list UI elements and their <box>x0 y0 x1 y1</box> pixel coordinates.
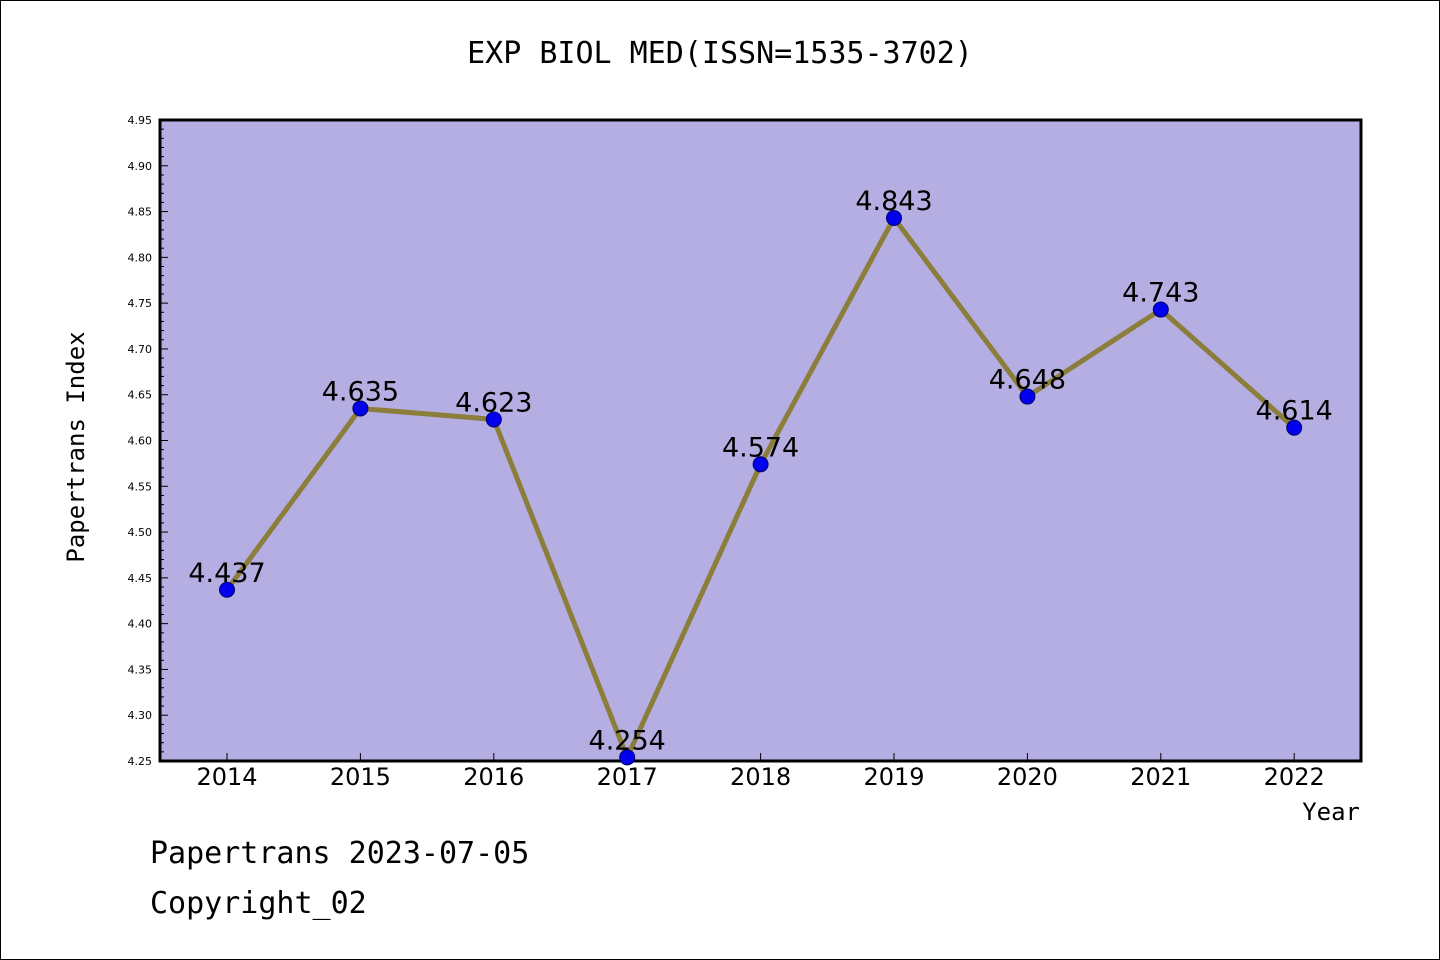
chart-title: EXP BIOL MED(ISSN=1535-3702) <box>467 36 973 71</box>
y-tick-label: 4.50 <box>128 526 153 539</box>
data-label: 4.574 <box>722 432 799 463</box>
data-labels: 4.437 4.635 4.623 4.254 4.574 4.843 4.648 4.743… <box>188 186 1332 756</box>
series-markers <box>219 209 1303 766</box>
data-point <box>219 581 235 598</box>
data-point <box>619 749 636 766</box>
y-tick-label: 4.85 <box>128 206 153 219</box>
y-tick-label: 4.35 <box>128 663 153 676</box>
x-axis: 2014 2015 2016 2017 2018 2019 2020 2021 2022 <box>196 753 1325 791</box>
y-tick-label: 4.75 <box>128 297 153 310</box>
footer-copyright: Copyright_02 <box>150 886 367 921</box>
data-label: 4.648 <box>989 365 1066 396</box>
x-tick-label: 2018 <box>730 763 791 791</box>
y-tick-label: 4.30 <box>128 709 153 722</box>
y-tick-label: 4.40 <box>128 618 153 631</box>
x-tick-label: 2020 <box>997 763 1058 791</box>
data-label: 4.623 <box>455 387 532 418</box>
data-label: 4.437 <box>188 558 265 589</box>
data-point <box>352 400 369 417</box>
y-tick-label: 4.70 <box>128 343 153 356</box>
x-axis-title: Year <box>1302 798 1360 826</box>
y-tick-label: 4.65 <box>128 389 153 402</box>
y-tick-label: 4.80 <box>128 251 153 264</box>
data-label: 4.843 <box>855 186 932 217</box>
footer-date: Papertrans 2023-07-05 <box>150 836 530 871</box>
data-label: 4.614 <box>1256 396 1333 427</box>
data-point <box>1286 419 1303 436</box>
data-label: 4.635 <box>322 376 399 407</box>
y-tick-label: 4.95 <box>128 114 153 127</box>
x-tick-label: 2021 <box>1130 763 1191 791</box>
data-point <box>752 456 769 473</box>
y-axis-title: Papertrans Index <box>62 331 90 562</box>
y-tick-label: 4.45 <box>128 572 153 585</box>
plot-area <box>158 118 1363 763</box>
x-tick-label: 2019 <box>863 763 924 791</box>
data-point <box>485 411 502 428</box>
x-tick-label: 2016 <box>463 763 524 791</box>
y-tick-label: 4.55 <box>128 480 153 493</box>
y-axis: 4.25 4.30 4.35 4.40 4.45 4.50 4.55 4.60 4.65 4.70… <box>128 114 168 768</box>
data-point <box>1019 388 1036 405</box>
data-label: 4.254 <box>589 725 666 756</box>
x-tick-label: 2014 <box>196 763 257 791</box>
x-tick-label: 2022 <box>1264 763 1325 791</box>
data-point <box>886 209 902 226</box>
data-point <box>1152 301 1169 318</box>
x-tick-label: 2017 <box>597 763 658 791</box>
data-label: 4.743 <box>1122 278 1199 309</box>
y-tick-label: 4.25 <box>128 755 153 768</box>
y-tick-label: 4.60 <box>128 435 153 448</box>
y-tick-label: 4.90 <box>128 160 153 173</box>
x-tick-label: 2015 <box>330 763 391 791</box>
